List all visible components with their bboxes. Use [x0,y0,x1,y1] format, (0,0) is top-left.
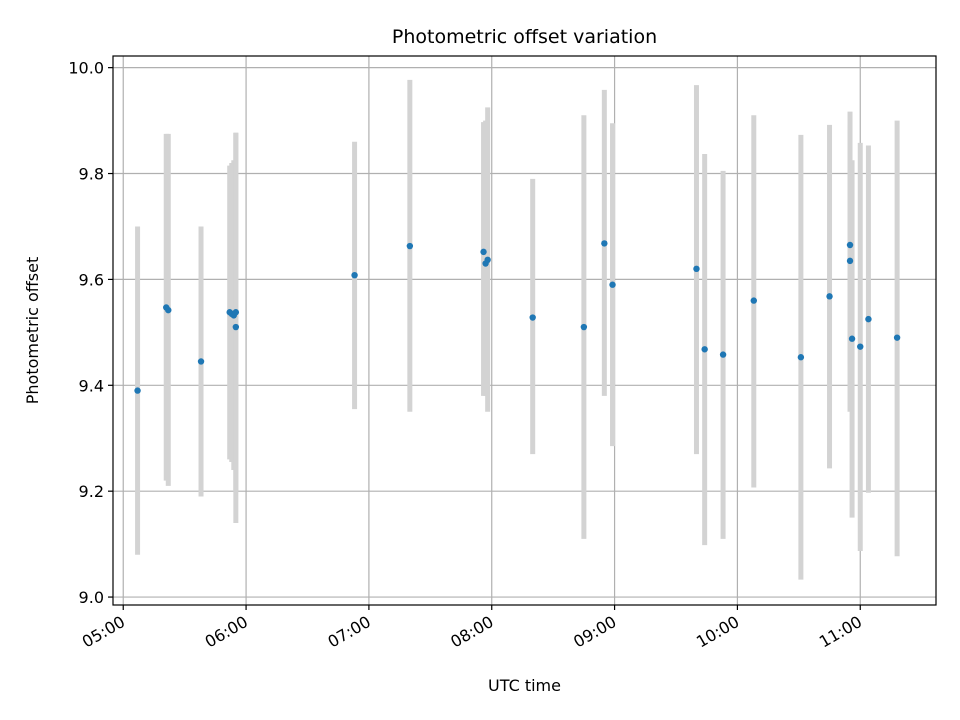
data-point [719,351,727,358]
data-point [232,323,240,331]
data-point [826,293,833,300]
data-point [580,323,588,331]
data-point [529,314,536,321]
data-point [406,242,414,250]
x-axis-ticks: 05:00 06:00 07:00 08:00 09:00 10:00 11:00 [79,605,865,652]
data-point [693,265,700,273]
y-tick-label: 9.2 [79,482,104,501]
data-point [165,306,172,314]
data-point [750,297,757,304]
data-point [197,358,205,365]
data-point [846,257,854,265]
data-point [701,346,708,353]
data-point [601,240,608,247]
y-tick-label: 9.8 [79,165,104,184]
data-point [857,343,864,350]
plot-frame [112,55,937,606]
y-tick-label: 9.0 [79,588,104,607]
y-tick-label: 10.0 [68,59,104,78]
x-tick-label: 05:00 [79,612,128,652]
data-point [846,241,854,249]
x-axis-label: UTC time [488,676,561,695]
data-point [480,248,487,256]
data-point [797,354,805,361]
data-point [865,315,872,323]
y-axis-label: Photometric offset [23,257,42,405]
y-tick-label: 9.4 [79,376,104,395]
x-tick-label: 06:00 [202,612,251,652]
y-tick-label: 9.6 [79,270,104,289]
x-tick-label: 09:00 [570,612,619,652]
data-point [134,387,141,394]
error-bars [135,79,900,580]
data-point [893,334,901,341]
data-point [232,309,240,316]
x-tick-label: 11:00 [816,612,865,652]
data-points [134,240,901,394]
data-point [848,335,856,342]
data-point [609,281,616,288]
x-tick-label: 07:00 [324,612,373,652]
data-point [351,271,358,279]
chart-title: Photometric offset variation [392,26,657,48]
x-tick-label: 08:00 [447,612,496,652]
y-axis-ticks: 9.0 9.2 9.4 9.6 9.8 10.0 [68,59,113,607]
data-point [484,256,491,264]
x-tick-label: 10:00 [693,612,742,652]
